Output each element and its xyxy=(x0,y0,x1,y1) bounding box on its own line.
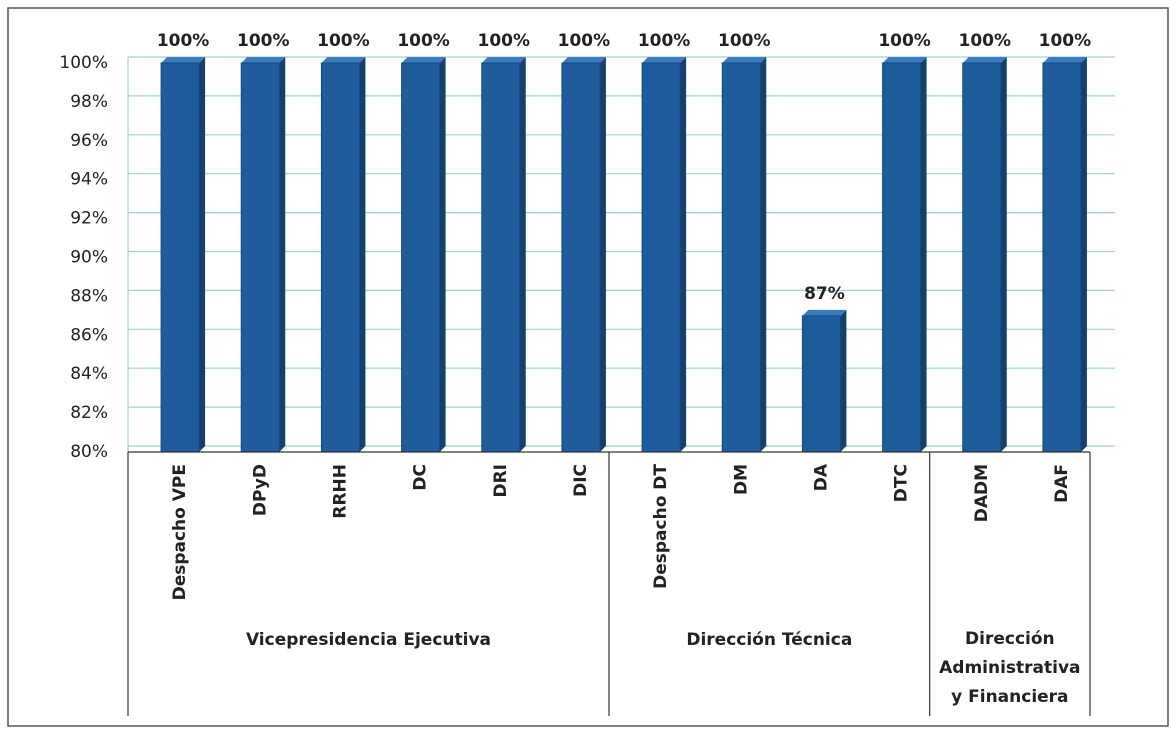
bar-top xyxy=(321,57,366,63)
value-label: 100% xyxy=(317,31,370,51)
x-tick-label: DM xyxy=(731,464,751,495)
bar-side xyxy=(760,57,767,452)
value-label: 87% xyxy=(804,284,845,304)
bar xyxy=(561,62,601,453)
bar-top xyxy=(722,57,767,63)
bar-top xyxy=(161,57,206,63)
y-tick-label: 96% xyxy=(70,131,108,151)
bar-side xyxy=(279,57,286,452)
value-label: 100% xyxy=(157,31,210,51)
bar-side xyxy=(199,57,206,452)
bar-side xyxy=(1000,57,1007,452)
x-tick-label: Despacho VPE xyxy=(170,464,190,600)
bar-side xyxy=(519,57,526,452)
bar-top xyxy=(1042,57,1087,63)
x-tick-label: RRHH xyxy=(330,464,350,519)
y-tick-label: 94% xyxy=(70,170,108,190)
bar xyxy=(641,62,681,453)
y-tick-label: 98% xyxy=(70,92,108,112)
bar xyxy=(1042,62,1082,453)
bar xyxy=(481,62,521,453)
bar-top xyxy=(962,57,1007,63)
x-tick-label: DTC xyxy=(892,464,912,502)
value-label: 100% xyxy=(638,31,691,51)
y-tick-label: 80% xyxy=(70,442,108,462)
value-label: 100% xyxy=(558,31,611,51)
x-tick-label: DADM xyxy=(972,464,992,522)
x-tick-label: DC xyxy=(411,464,431,491)
bar xyxy=(801,315,841,453)
value-label: 100% xyxy=(397,31,450,51)
group-label: Vicepresidencia Ejecutiva xyxy=(246,630,491,650)
bar-side xyxy=(1080,57,1087,452)
x-tick-label: DAF xyxy=(1052,464,1072,503)
value-label: 100% xyxy=(718,31,771,51)
bar-top xyxy=(401,57,446,63)
bar-side xyxy=(599,57,606,452)
bar xyxy=(401,62,441,453)
x-tick-label: Despacho DT xyxy=(651,464,671,589)
x-tick-label: DA xyxy=(811,463,831,491)
bar xyxy=(721,62,761,453)
value-label: 100% xyxy=(958,31,1011,51)
group-label: Dirección xyxy=(965,629,1055,649)
frame xyxy=(7,7,1169,727)
value-label: 100% xyxy=(237,31,290,51)
bar-top xyxy=(481,57,526,63)
x-tick-label: DPyD xyxy=(250,464,270,516)
group-label: Administrativa xyxy=(939,658,1080,678)
bar xyxy=(962,62,1002,453)
bar-side xyxy=(920,57,927,452)
bar xyxy=(240,62,280,453)
y-tick-label: 90% xyxy=(70,248,108,268)
y-tick-label: 84% xyxy=(70,364,108,384)
bar-top xyxy=(241,57,286,63)
y-tick-label: 88% xyxy=(70,286,108,306)
value-label: 100% xyxy=(1039,31,1092,51)
y-tick-label: 92% xyxy=(70,209,108,229)
value-label: 100% xyxy=(878,31,931,51)
bar-side xyxy=(439,57,446,452)
bar-side xyxy=(840,309,847,452)
bar-top xyxy=(561,57,606,63)
group-label: Dirección Técnica xyxy=(686,630,852,650)
bar-top xyxy=(882,57,927,63)
bar xyxy=(160,62,200,453)
bar-top xyxy=(642,57,687,63)
y-tick-label: 82% xyxy=(70,403,108,423)
bar-top xyxy=(802,309,847,316)
y-tick-label: 86% xyxy=(70,325,108,345)
bar xyxy=(882,62,922,453)
value-label: 100% xyxy=(477,31,530,51)
x-tick-label: DIC xyxy=(571,464,591,497)
x-tick-label: DRI xyxy=(491,464,511,498)
y-tick-label: 100% xyxy=(59,53,108,73)
bar xyxy=(320,62,360,453)
bar-side xyxy=(359,57,366,452)
bar-side xyxy=(680,57,687,452)
group-label: y Financiera xyxy=(951,687,1068,707)
